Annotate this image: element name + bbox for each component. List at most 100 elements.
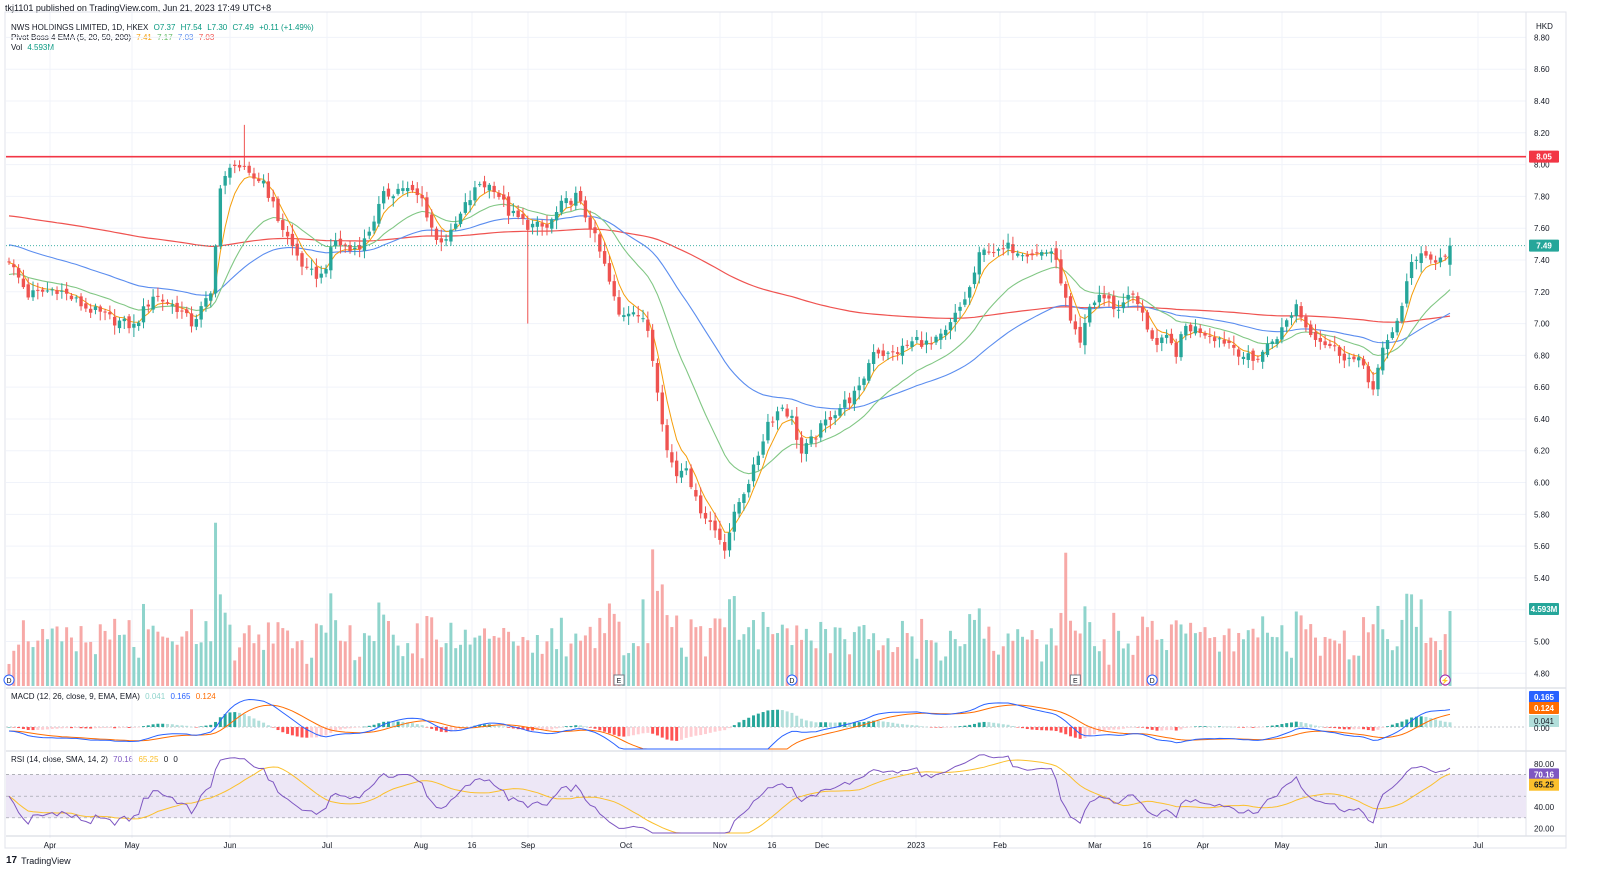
volume-bar xyxy=(26,641,30,686)
candle-body xyxy=(444,239,448,241)
macd-hist-bar xyxy=(1256,727,1260,728)
candle-body xyxy=(36,289,40,291)
candle-body xyxy=(170,304,174,306)
volume-bar xyxy=(631,643,635,686)
macd-hist-bar xyxy=(348,727,352,729)
price-tick-label: 8.20 xyxy=(1534,129,1550,138)
macd-hist-bar xyxy=(1165,727,1169,731)
price-tick-label: 5.60 xyxy=(1534,542,1550,551)
macd-hist-bar xyxy=(1121,727,1125,729)
macd-hist-bar xyxy=(684,727,688,738)
volume-bar xyxy=(435,639,438,686)
volume-bar xyxy=(963,644,967,686)
split-marker xyxy=(1439,674,1451,686)
candle-body xyxy=(1347,357,1351,359)
macd-hist-bar xyxy=(45,727,49,730)
macd-hist-bar xyxy=(531,727,535,731)
volume-bar xyxy=(391,634,395,686)
macd-hist-bar xyxy=(761,712,765,727)
volume-bar xyxy=(290,648,294,686)
macd-hist-bar xyxy=(1102,727,1106,731)
candle-body xyxy=(425,197,429,218)
volume-bar xyxy=(1405,593,1409,686)
macd-hist-bar xyxy=(7,727,11,728)
candle-body xyxy=(1136,296,1140,305)
hist-value-tag: 0.041 xyxy=(1534,717,1555,726)
macd-hist-bar xyxy=(886,722,890,727)
volume-bar xyxy=(1155,639,1159,686)
candle-body xyxy=(987,251,991,253)
macd-hist-bar xyxy=(338,727,342,730)
candle-body xyxy=(463,202,467,213)
volume-bar xyxy=(1097,651,1101,686)
candle-body xyxy=(516,210,520,217)
macd-hist-bar xyxy=(905,724,909,727)
candle-body xyxy=(141,306,146,323)
macd-hist-bar xyxy=(430,727,434,729)
volume-bar xyxy=(752,620,756,686)
volume-bar xyxy=(1251,628,1255,686)
volume-bar xyxy=(1073,630,1077,686)
candle-body xyxy=(290,233,295,247)
candle-body xyxy=(391,196,395,199)
last-price-tag: 7.49 xyxy=(1536,242,1552,251)
volume-bar xyxy=(905,633,909,686)
macd-hist-bar xyxy=(113,727,117,729)
volume-bar xyxy=(1093,646,1097,686)
volume-bar xyxy=(723,627,727,686)
macd-hist-bar xyxy=(593,727,597,729)
macd-hist-bar xyxy=(199,726,203,727)
candle-body xyxy=(79,296,83,307)
macd-hist-bar xyxy=(1208,726,1212,727)
macd-hist-bar xyxy=(1174,727,1178,731)
volume-bar xyxy=(410,653,414,686)
candle-body xyxy=(775,411,780,421)
candle-body xyxy=(867,363,871,381)
volume-bar xyxy=(132,646,136,686)
candle-body xyxy=(804,443,809,454)
macd-hist-bar xyxy=(377,723,381,727)
macd-hist-bar xyxy=(732,725,736,727)
volume-bar xyxy=(708,628,712,686)
macd-hist-bar xyxy=(1237,727,1241,728)
candle-body xyxy=(939,333,943,340)
candles xyxy=(7,124,1452,559)
macd-hist-bar xyxy=(89,727,93,729)
ema50-line xyxy=(8,215,1451,410)
volume-bar xyxy=(1222,635,1226,686)
rsi-pane: 80.00 40.00 20.00 xyxy=(6,754,1555,834)
candle-body xyxy=(1174,342,1178,357)
volume-bar xyxy=(699,626,703,686)
rsi-tick-label: 80.00 xyxy=(1534,760,1555,769)
volume-bar xyxy=(876,650,880,686)
candle-body xyxy=(895,352,900,354)
volume-bar xyxy=(415,623,419,686)
volume-bar xyxy=(1016,629,1020,686)
volume-bar xyxy=(1352,655,1356,686)
candle-body xyxy=(674,460,679,477)
volume-bar xyxy=(804,628,808,686)
volume-bar xyxy=(348,625,352,686)
macd-hist-value: 0.041 xyxy=(145,692,166,701)
macd-hist-bar xyxy=(103,727,107,728)
macd-hist-bar xyxy=(79,727,83,729)
volume-bar xyxy=(1371,624,1375,686)
candle-body xyxy=(1443,255,1447,257)
volume-bar xyxy=(1400,619,1404,686)
candle-body xyxy=(1424,251,1428,256)
macd-hist-bar xyxy=(670,727,674,741)
macd-hist-bar xyxy=(900,724,904,727)
candle-body xyxy=(838,408,842,416)
candle-body xyxy=(1203,332,1207,336)
rsi-ma-tag-bg xyxy=(1529,778,1559,791)
chart-frame xyxy=(4,11,1567,849)
candle-body xyxy=(482,181,487,188)
macd-hist-bar xyxy=(982,721,986,727)
volume-bar xyxy=(636,646,640,686)
volume-bar xyxy=(74,651,78,686)
volume-bar xyxy=(439,647,443,686)
macd-hist-bar xyxy=(21,727,25,729)
candle-body xyxy=(915,336,919,341)
macd-value-tag-bg xyxy=(1529,691,1559,703)
